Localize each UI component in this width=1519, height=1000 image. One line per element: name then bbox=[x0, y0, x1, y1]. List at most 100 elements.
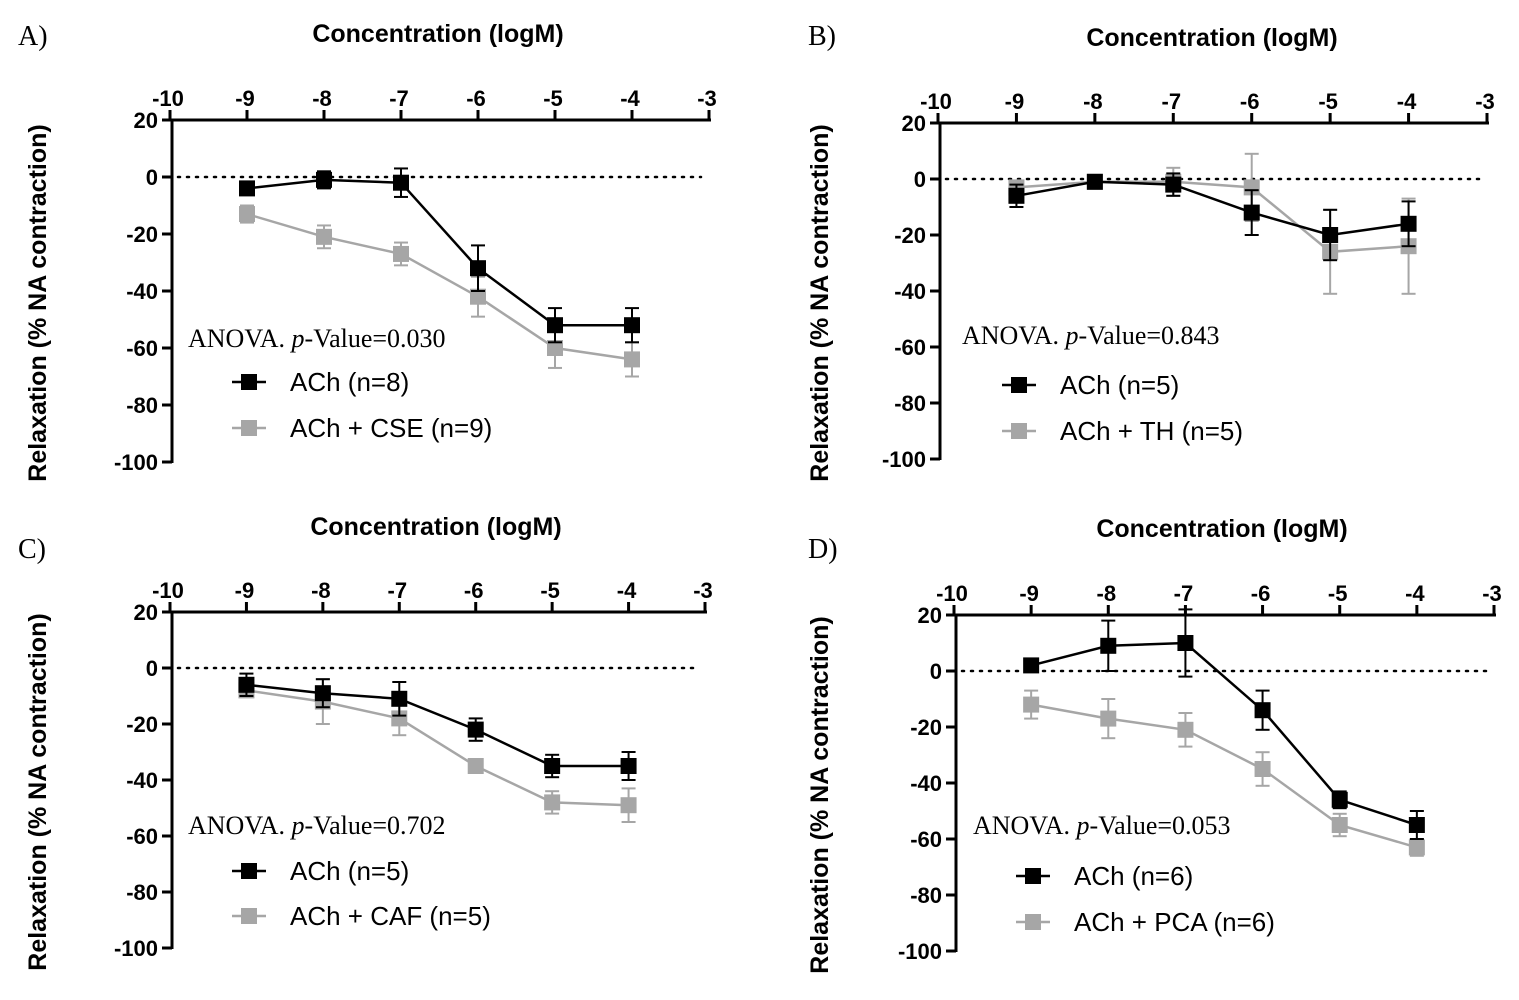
data-point bbox=[1331, 817, 1348, 833]
y-tick-label: -100 bbox=[882, 447, 926, 472]
x-tick-label: -3 bbox=[697, 86, 717, 111]
x-tick-label: -6 bbox=[466, 86, 486, 111]
y-tick-label: 0 bbox=[930, 659, 942, 684]
data-point bbox=[1100, 637, 1117, 654]
data-point bbox=[467, 758, 484, 774]
x-tick-label: -3 bbox=[693, 578, 713, 603]
anova-value: -Value=0.030 bbox=[305, 324, 446, 353]
data-point bbox=[620, 797, 637, 814]
series-line bbox=[246, 178, 632, 327]
anova-prefix: ANOVA. bbox=[188, 324, 292, 353]
y-tick-label: -60 bbox=[894, 335, 926, 360]
series-line bbox=[1030, 641, 1418, 827]
legend-entry-2: ACh + CSE (n=9) bbox=[232, 413, 492, 443]
y-tick-label: -80 bbox=[910, 883, 942, 908]
x-tick-label: -10 bbox=[152, 86, 184, 111]
series-1 bbox=[239, 167, 640, 344]
legend-label: ACh (n=5) bbox=[290, 856, 409, 886]
legend-marker bbox=[1025, 868, 1041, 884]
legend-entry-2: ACh + PCA (n=6) bbox=[1016, 907, 1275, 937]
x-tick-label: -9 bbox=[235, 578, 255, 603]
series-line bbox=[246, 683, 629, 768]
y-axis-title: Relaxation (% NA contraction) bbox=[24, 124, 52, 481]
anova-annotation: ANOVA. p-Value=0.053 bbox=[973, 811, 1231, 840]
data-point bbox=[391, 690, 408, 707]
data-point bbox=[1243, 204, 1260, 221]
panel-label: D) bbox=[808, 534, 838, 565]
series-1 bbox=[1023, 608, 1425, 840]
data-point bbox=[1023, 696, 1040, 713]
anova-prefix: ANOVA. bbox=[973, 811, 1077, 840]
y-tick-label: -80 bbox=[126, 393, 158, 418]
data-point bbox=[239, 206, 255, 223]
anova-prefix: ANOVA. bbox=[188, 811, 292, 840]
legend-label: ACh + TH (n=5) bbox=[1060, 416, 1243, 446]
y-tick-label: -60 bbox=[126, 824, 158, 849]
chart-panel-b: B) Concentration (logM) Relaxation (% NA c… bbox=[806, 21, 1495, 482]
data-point bbox=[393, 174, 409, 191]
x-tick-label: -8 bbox=[1097, 581, 1117, 606]
data-point bbox=[1400, 215, 1417, 232]
data-point bbox=[544, 794, 561, 811]
x-tick-label: -5 bbox=[543, 86, 563, 111]
data-point bbox=[624, 351, 640, 368]
y-tick-label: -40 bbox=[910, 771, 942, 796]
x-tick-label: -9 bbox=[1019, 581, 1039, 606]
x-tick-label: -4 bbox=[1405, 581, 1425, 606]
x-tick-label: -7 bbox=[389, 86, 409, 111]
data-point bbox=[316, 171, 332, 188]
y-tick-label: 20 bbox=[134, 600, 158, 625]
data-point bbox=[624, 317, 640, 334]
data-point bbox=[544, 758, 561, 774]
data-point bbox=[1177, 635, 1194, 651]
data-point bbox=[1165, 176, 1182, 193]
data-point bbox=[1023, 657, 1040, 674]
data-point bbox=[470, 288, 486, 305]
legend-entry-2: ACh + TH (n=5) bbox=[1002, 416, 1243, 446]
legend-marker bbox=[1011, 423, 1027, 439]
series-1 bbox=[1008, 172, 1417, 262]
legend-label: ACh (n=8) bbox=[290, 367, 409, 397]
legend-entry-1: ACh (n=8) bbox=[232, 367, 409, 397]
x-axis-title: Concentration (logM) bbox=[312, 20, 563, 48]
legend-marker bbox=[241, 863, 257, 879]
x-tick-label: -4 bbox=[1397, 89, 1417, 114]
x-tick-label: -7 bbox=[388, 578, 408, 603]
data-point bbox=[393, 245, 409, 262]
legend-entry-1: ACh (n=5) bbox=[1002, 370, 1179, 400]
anova-annotation: ANOVA. p-Value=0.030 bbox=[188, 324, 446, 353]
data-point bbox=[620, 758, 637, 774]
y-axis-title: Relaxation (% NA contraction) bbox=[24, 613, 52, 970]
x-tick-label: -7 bbox=[1162, 89, 1182, 114]
data-point bbox=[1254, 761, 1271, 777]
data-point bbox=[547, 317, 563, 334]
x-tick-label: -5 bbox=[540, 578, 560, 603]
x-tick-label: -5 bbox=[1328, 581, 1348, 606]
x-tick-label: -8 bbox=[1083, 89, 1103, 114]
legend-entry-1: ACh (n=5) bbox=[232, 856, 409, 886]
chart-panel-a: A) Concentration (logM) Relaxation (% NA c… bbox=[18, 20, 717, 482]
x-tick-label: -3 bbox=[1482, 581, 1502, 606]
y-axis-title: Relaxation (% NA contraction) bbox=[806, 616, 834, 973]
x-tick-label: -8 bbox=[312, 86, 332, 111]
panel-label: B) bbox=[808, 21, 836, 52]
series-2 bbox=[1008, 152, 1417, 295]
anova-p: p bbox=[1075, 811, 1090, 840]
legend-label: ACh + CAF (n=5) bbox=[290, 901, 491, 931]
x-axis-title: Concentration (logM) bbox=[1096, 515, 1347, 543]
y-tick-label: 0 bbox=[146, 656, 158, 681]
anova-p: p bbox=[290, 324, 305, 353]
series-line bbox=[246, 689, 629, 807]
legend-label: ACh (n=6) bbox=[1074, 861, 1193, 891]
y-tick-label: -20 bbox=[894, 223, 926, 248]
y-tick-label: 20 bbox=[134, 108, 158, 133]
legend-marker bbox=[241, 374, 257, 390]
legend-entry-1: ACh (n=6) bbox=[1016, 861, 1193, 891]
data-point bbox=[316, 228, 332, 245]
anova-p: p bbox=[290, 811, 305, 840]
chart-panel-c: C) Concentration (logM) Relaxation (% NA c… bbox=[18, 513, 713, 971]
x-tick-label: -10 bbox=[152, 578, 184, 603]
data-point bbox=[1177, 721, 1194, 738]
chart-panel-d: D) Concentration (logM) Relaxation (% NA c… bbox=[806, 515, 1502, 974]
